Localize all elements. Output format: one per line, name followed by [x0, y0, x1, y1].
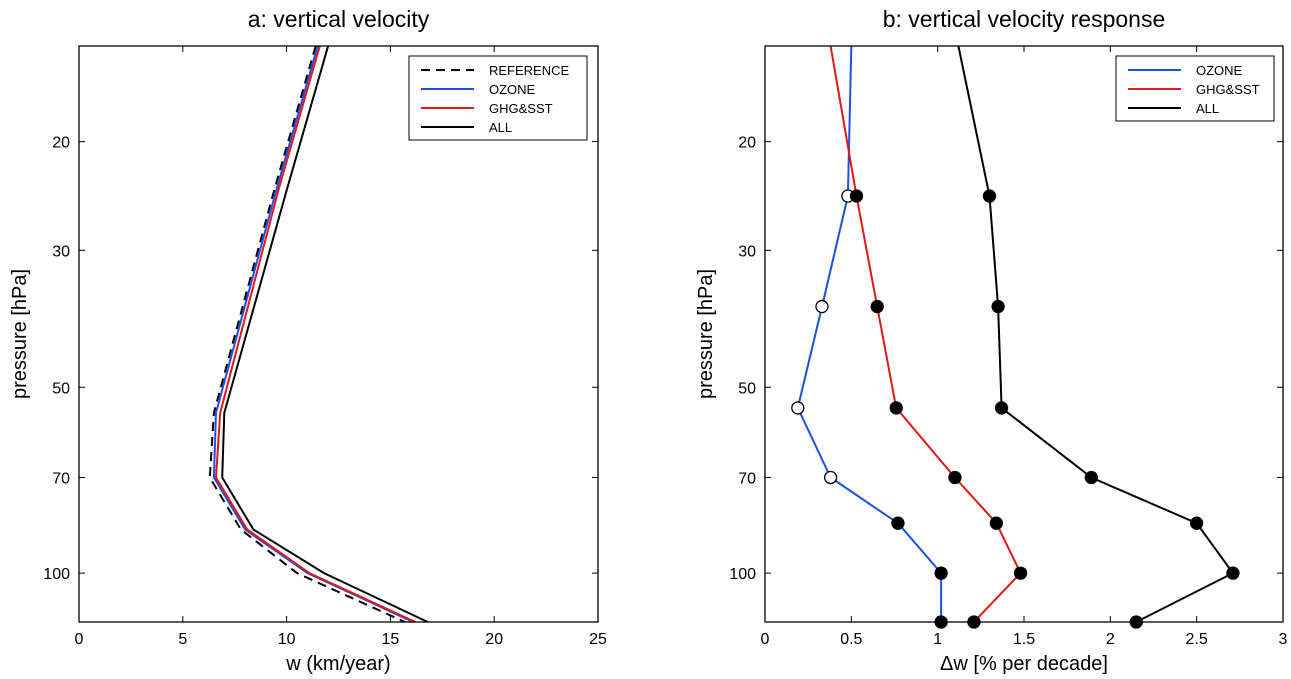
legend-label-all: ALL: [1196, 101, 1219, 116]
y-tick-label: 50: [738, 380, 756, 397]
data-point-all: [1190, 516, 1204, 530]
series-line-ghg-sst: [215, 46, 416, 622]
data-point-all: [1084, 470, 1098, 485]
data-point-ghg-sst: [849, 189, 864, 203]
chart-title: a: vertical velocity: [248, 6, 430, 32]
y-tick-label: 70: [738, 470, 756, 487]
x-tick-label: 0: [761, 631, 770, 648]
data-point-ghg-sst: [889, 401, 903, 415]
y-tick-label: 100: [43, 566, 70, 583]
legend-label-reference: REFERENCE: [489, 63, 570, 78]
x-tick-label: 0: [75, 631, 84, 648]
legend-label-ozone: OZONE: [489, 82, 536, 97]
series-line-all: [957, 46, 1234, 622]
chart-title: b: vertical velocity response: [883, 6, 1166, 32]
y-tick-label: 30: [52, 243, 70, 260]
x-tick-label: 2: [1106, 631, 1115, 648]
data-point-ozone: [791, 401, 805, 415]
data-point-ozone: [891, 516, 905, 530]
legend-label-all: ALL: [489, 120, 512, 135]
data-point-all: [1226, 566, 1240, 580]
x-tick-label: 0.5: [840, 631, 862, 648]
data-point-all: [994, 401, 1009, 415]
legend-label-ghg-sst: GHG&SST: [489, 101, 553, 116]
x-tick-label: 15: [382, 631, 400, 648]
y-tick-label: 20: [52, 135, 70, 152]
panel-b-vertical-velocity-response: b: vertical velocity response 0 0.5 1 1.5 2 2.…: [695, 6, 1288, 675]
plot-frame: [78, 45, 599, 623]
y-tick-label: 70: [52, 470, 70, 487]
data-point-ozone: [823, 470, 838, 485]
x-tick-label: 2.5: [1186, 631, 1208, 648]
x-tick-label: 5: [178, 631, 187, 648]
x-tick-label: 10: [278, 631, 296, 648]
plot-area: [208, 46, 429, 622]
plot-area: [796, 46, 1234, 622]
series-line-reference: [208, 46, 406, 622]
panel-a-vertical-velocity: a: vertical velocity 0 5 10 15 20 25 20 30 50 70 10…: [9, 6, 607, 675]
x-tick-label: 20: [485, 631, 503, 648]
data-point-ghg-sst: [948, 470, 962, 485]
y-tick-label: 30: [738, 243, 756, 260]
x-axis-label: Δw [% per decade]: [940, 653, 1108, 675]
y-tick-label: 100: [729, 566, 756, 583]
data-point-all: [991, 299, 1005, 314]
y-tick-label: 50: [52, 380, 70, 397]
legend-label-ghg-sst: GHG&SST: [1196, 82, 1260, 97]
x-axis-label: w (km/year): [285, 653, 390, 675]
data-point-all: [982, 189, 997, 203]
data-point-ghg-sst: [870, 299, 884, 314]
y-tick-label: 20: [738, 135, 756, 152]
data-point-ozone: [815, 299, 829, 314]
data-point-ghg-sst: [1013, 566, 1028, 580]
y-axis-label: pressure [hPa]: [695, 269, 717, 399]
y-axis-label: pressure [hPa]: [9, 269, 31, 399]
plot-frame: [764, 45, 1284, 623]
x-tick-label: 3: [1279, 631, 1288, 648]
legend-label-ozone: OZONE: [1196, 63, 1243, 78]
data-point-ghg-sst: [989, 516, 1004, 530]
x-tick-label: 25: [589, 631, 607, 648]
x-tick-label: 1.5: [1013, 631, 1035, 648]
series-line-all: [221, 46, 429, 622]
series-line-ozone: [212, 46, 414, 622]
series-line-ozone: [796, 46, 943, 622]
series-line-ghg-sst: [829, 46, 1022, 622]
data-point-ozone: [934, 566, 948, 580]
x-tick-label: 1: [933, 631, 942, 648]
